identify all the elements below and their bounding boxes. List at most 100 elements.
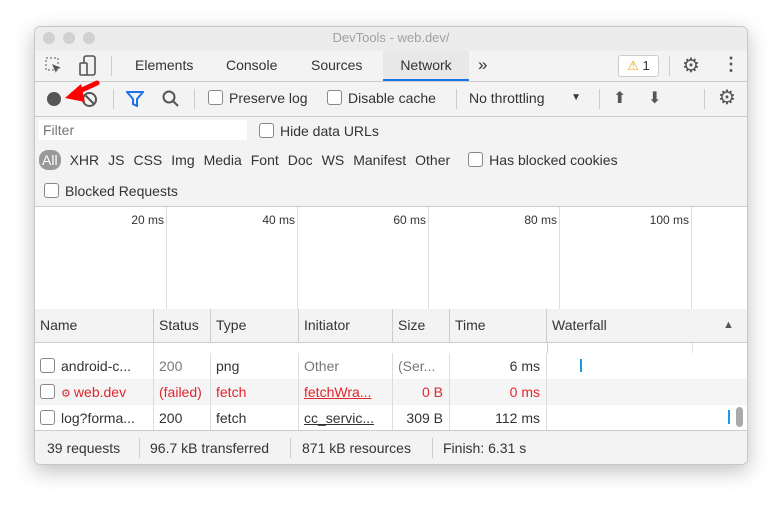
throttling-value: No throttling: [469, 90, 545, 106]
more-tabs-button[interactable]: »: [478, 55, 488, 74]
search-icon[interactable]: [162, 90, 180, 108]
waterfall-bar: [728, 410, 730, 424]
overview-tick: 20 ms: [131, 213, 164, 227]
overview-tick: 80 ms: [524, 213, 557, 227]
inspect-element-icon[interactable]: [45, 57, 63, 75]
column-status[interactable]: Status: [154, 309, 211, 342]
table-row[interactable]: android-c... 200 png Other (Ser... 6 ms: [35, 353, 747, 379]
type-filter-doc[interactable]: Doc: [287, 152, 313, 168]
type-filter-other[interactable]: Other: [415, 152, 451, 168]
warning-icon: ⚠: [627, 58, 639, 73]
type-filter-css[interactable]: CSS: [133, 152, 163, 168]
tab-sources[interactable]: Sources: [311, 57, 363, 73]
request-time: 0 ms: [450, 379, 547, 405]
hide-data-urls-checkbox[interactable]: Hide data URLs: [259, 123, 379, 139]
network-toolbar: Preserve log Disable cache No throttling…: [35, 80, 747, 117]
red-arrow-annotation-icon: [65, 80, 100, 102]
network-settings-gear-icon[interactable]: ⚙: [718, 87, 736, 109]
request-initiator-link[interactable]: cc_servic...: [299, 405, 393, 430]
import-har-icon[interactable]: ⬆: [613, 90, 627, 107]
request-size: 0 B: [393, 379, 450, 405]
device-toolbar-icon[interactable]: [79, 55, 97, 77]
preserve-log-checkbox[interactable]: Preserve log: [208, 90, 308, 106]
minimize-window-button[interactable]: [63, 32, 75, 44]
finish-time: Finish: 6.31 s: [443, 440, 527, 456]
filter-icon[interactable]: [126, 91, 144, 107]
request-name: log?forma...: [61, 410, 135, 426]
request-status: (failed): [154, 379, 211, 405]
file-icon: [40, 410, 55, 425]
type-filter-img[interactable]: Img: [171, 152, 195, 168]
overview-tick: 40 ms: [262, 213, 295, 227]
tab-bar: Elements Console Sources Network » ⚠ 1 ⚙…: [35, 51, 747, 82]
chevron-down-icon: ▼: [571, 92, 581, 103]
filter-input[interactable]: [39, 120, 247, 140]
request-type: png: [211, 353, 299, 379]
blocked-requests-checkbox[interactable]: Blocked Requests: [44, 183, 178, 199]
resources-size: 871 kB resources: [302, 440, 411, 456]
status-bar: 39 requests 96.7 kB transferred 871 kB r…: [35, 430, 747, 464]
record-icon[interactable]: [47, 92, 61, 106]
request-name: web.dev: [73, 384, 127, 400]
preserve-log-label: Preserve log: [229, 90, 308, 106]
window-title: DevTools - web.dev/: [332, 30, 450, 45]
column-size[interactable]: Size: [393, 309, 450, 342]
requests-table-header: Name Status Type Initiator Size Time Wat…: [35, 309, 747, 343]
type-filter-manifest[interactable]: Manifest: [353, 152, 407, 168]
request-size: 309 B: [393, 405, 450, 430]
table-row-partial[interactable]: [35, 343, 747, 354]
column-initiator[interactable]: Initiator: [299, 309, 393, 342]
scrollbar-thumb[interactable]: [736, 407, 743, 427]
close-window-button[interactable]: [43, 32, 55, 44]
type-filter-media[interactable]: Media: [203, 152, 242, 168]
column-name[interactable]: Name: [35, 309, 154, 342]
warning-count: 1: [642, 58, 650, 73]
request-size: (Ser...: [393, 353, 450, 379]
tab-network[interactable]: Network: [383, 51, 469, 81]
title-bar: DevTools - web.dev/: [35, 27, 747, 52]
column-time[interactable]: Time: [450, 309, 547, 342]
more-options-icon[interactable]: ⋮: [722, 54, 740, 74]
table-row[interactable]: log?forma... 200 fetch cc_servic... 309 …: [35, 405, 747, 430]
disable-cache-checkbox[interactable]: Disable cache: [327, 90, 436, 106]
request-name: android-c...: [61, 358, 132, 374]
request-initiator-link[interactable]: fetchWra...: [299, 379, 393, 405]
column-type[interactable]: Type: [211, 309, 299, 342]
request-type: fetch: [211, 379, 299, 405]
table-row-failed[interactable]: ⚙ web.dev (failed) fetch fetchWra... 0 B…: [35, 379, 747, 405]
hide-data-urls-label: Hide data URLs: [280, 123, 379, 139]
warnings-badge[interactable]: ⚠ 1: [618, 55, 659, 77]
type-filter-xhr[interactable]: XHR: [69, 152, 100, 168]
type-filter-bar: All XHR JS CSS Img Media Font Doc WS Man…: [39, 150, 618, 170]
export-har-icon[interactable]: ⬇: [648, 90, 662, 107]
filter-area: Hide data URLs All XHR JS CSS Img Media …: [35, 117, 747, 207]
file-icon: [40, 358, 55, 373]
has-blocked-cookies-checkbox[interactable]: Has blocked cookies: [468, 150, 618, 170]
zoom-window-button[interactable]: [83, 32, 95, 44]
disable-cache-label: Disable cache: [348, 90, 436, 106]
settings-gear-icon[interactable]: ⚙: [682, 55, 700, 77]
type-filter-font[interactable]: Font: [250, 152, 279, 168]
sort-ascending-icon[interactable]: ▲: [723, 319, 734, 331]
requests-table-body: android-c... 200 png Other (Ser... 6 ms …: [35, 343, 747, 430]
overview-tick: 60 ms: [393, 213, 426, 227]
type-filter-all[interactable]: All: [39, 150, 61, 170]
error-gear-icon: ⚙: [61, 388, 74, 400]
type-filter-js[interactable]: JS: [108, 152, 125, 168]
request-status: 200: [154, 353, 211, 379]
waterfall-bar: [580, 359, 582, 372]
throttling-select[interactable]: No throttling ▼: [469, 90, 581, 106]
devtools-window: DevTools - web.dev/ Elements Console Sou…: [34, 26, 748, 465]
request-status: 200: [154, 405, 211, 430]
file-icon: [40, 384, 55, 399]
request-time: 112 ms: [450, 405, 547, 430]
blocked-requests-label: Blocked Requests: [65, 183, 178, 199]
column-waterfall[interactable]: Waterfall: [552, 317, 607, 333]
request-type: fetch: [211, 405, 299, 430]
request-count: 39 requests: [47, 440, 121, 456]
tab-console[interactable]: Console: [226, 57, 278, 73]
tab-elements[interactable]: Elements: [135, 57, 194, 73]
type-filter-ws[interactable]: WS: [321, 152, 345, 168]
request-initiator: Other: [299, 353, 393, 379]
timeline-overview[interactable]: 20 ms 40 ms 60 ms 80 ms 100 ms: [35, 207, 747, 310]
